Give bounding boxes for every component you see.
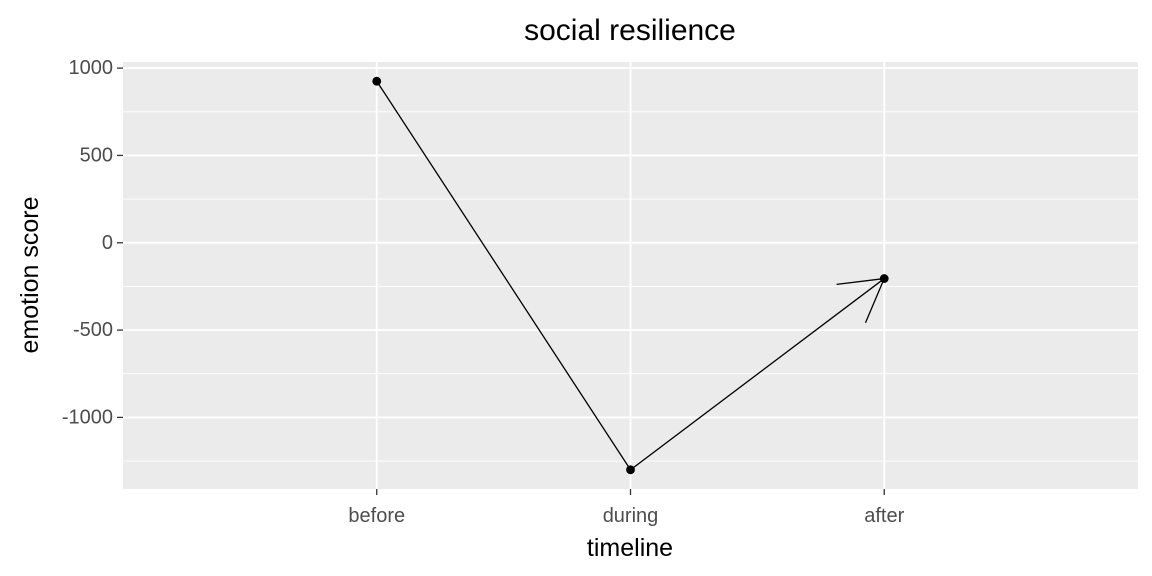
x-tick-label: after bbox=[864, 505, 904, 527]
y-tick-label: -1000 bbox=[62, 406, 113, 428]
points-layer bbox=[372, 76, 889, 475]
y-tick-label: 0 bbox=[102, 232, 113, 254]
arrowhead-stroke bbox=[836, 277, 885, 286]
chart-title: social resilience bbox=[524, 14, 736, 47]
x-tick-label: before bbox=[348, 505, 405, 527]
y-tick-label: 500 bbox=[80, 144, 113, 166]
y-tick-label: 1000 bbox=[69, 57, 114, 79]
data-point bbox=[372, 76, 382, 86]
x-axis: before during after bbox=[348, 489, 905, 527]
x-axis-title: timeline bbox=[587, 534, 673, 562]
y-axis: 1000 500 0 -500 -1000 bbox=[62, 57, 123, 428]
arrowhead-stroke bbox=[864, 278, 885, 323]
y-axis-title: emotion score bbox=[16, 196, 44, 353]
x-tick-label: during bbox=[603, 505, 659, 527]
y-tick-label: -500 bbox=[73, 319, 113, 341]
data-point bbox=[626, 465, 635, 475]
data-point bbox=[879, 274, 889, 283]
major-gridlines bbox=[123, 62, 1138, 489]
